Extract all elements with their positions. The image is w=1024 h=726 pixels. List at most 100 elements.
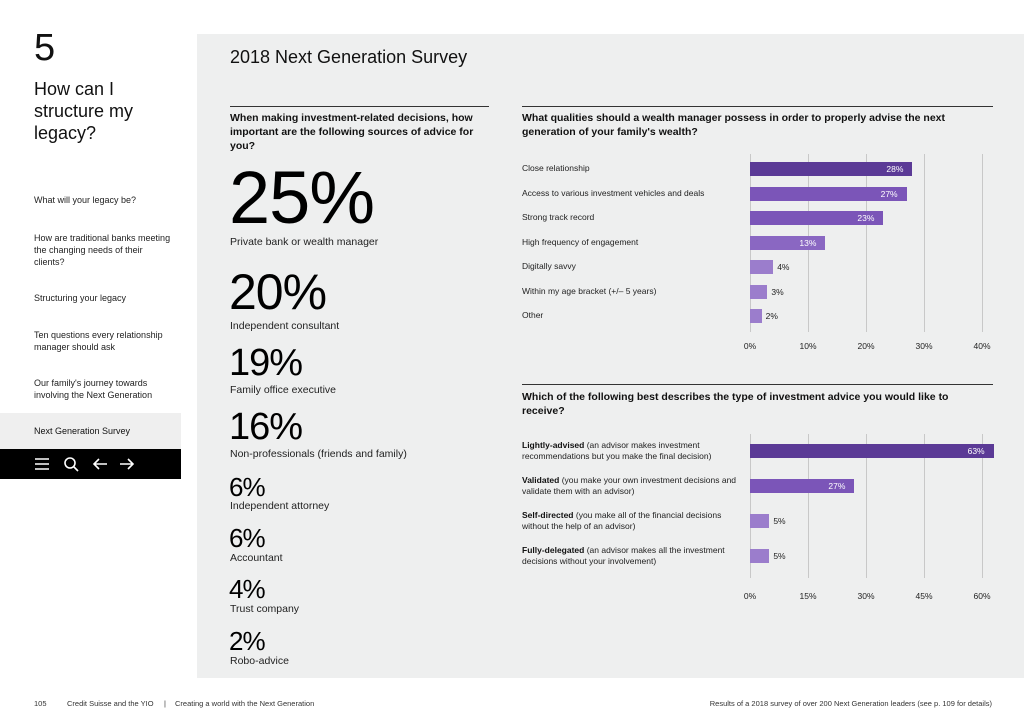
footer-note: Results of a 2018 survey of over 200 Nex… xyxy=(709,699,992,708)
footer-section-link[interactable]: Creating a world with the Next Generatio… xyxy=(175,699,315,708)
bar xyxy=(750,235,826,250)
source-label: Trust company xyxy=(230,603,300,615)
bar xyxy=(750,549,770,563)
bar-value-label: 4% xyxy=(777,262,790,272)
chapter-title: How can I structure my legacy? xyxy=(34,79,134,143)
nav-item-survey-label: Next Generation Survey xyxy=(34,426,131,436)
source-pct: 25% xyxy=(229,156,375,239)
survey-panel xyxy=(197,34,1024,678)
category-label: Fully-delegated (an advisor makes all th… xyxy=(522,545,737,567)
chart1-title: What qualities should a wealth manager p… xyxy=(522,112,946,138)
bar-value-label: 5% xyxy=(773,551,786,561)
nav-item-structuring[interactable]: Structuring your legacy xyxy=(34,293,127,303)
bar xyxy=(750,162,913,176)
category-label: Close relationship xyxy=(522,163,590,173)
bar xyxy=(750,211,884,225)
source-label: Robo-advice xyxy=(230,655,289,667)
nav-item-traditional-banks[interactable]: How are traditional banks meeting the ch… xyxy=(34,233,171,267)
source-pct: 19% xyxy=(229,342,303,384)
x-tick-label: 30% xyxy=(915,341,933,351)
left-question: When making investment-related decisions… xyxy=(230,112,474,152)
source-label: Non-professionals (friends and family) xyxy=(230,448,407,460)
bar xyxy=(750,479,855,493)
search-icon[interactable] xyxy=(60,453,82,475)
gridline xyxy=(866,154,867,332)
x-tick-label: 60% xyxy=(973,591,991,601)
footer-page-number: 105 xyxy=(34,699,47,708)
gridline xyxy=(808,434,809,578)
nav-item-survey-active[interactable]: Next Generation Survey xyxy=(0,413,181,449)
source-pct: 20% xyxy=(229,264,327,320)
category-label: Access to various investment vehicles an… xyxy=(522,187,705,198)
bar-value-label: 3% xyxy=(771,286,784,297)
source-pct: 6% xyxy=(229,523,266,553)
bar xyxy=(750,514,770,528)
x-tick-label: 0% xyxy=(743,591,757,601)
x-tick-label: 40% xyxy=(973,341,991,351)
category-label-detail: (an advisor makes all the investment dec… xyxy=(522,545,725,566)
category-label: Within my age bracket (+/– 5 years) xyxy=(522,285,657,296)
chart1-divider xyxy=(522,106,993,107)
chapter-number: 5 xyxy=(34,27,56,69)
arrow-left-icon[interactable] xyxy=(89,453,111,475)
bar xyxy=(750,284,768,299)
nav-item-legacy[interactable]: What will your legacy be? xyxy=(34,195,137,205)
category-label: Other xyxy=(522,310,544,320)
category-label: Strong track record xyxy=(522,212,595,222)
source-label: Family office executive xyxy=(230,384,337,396)
x-tick-label: 0% xyxy=(743,341,757,351)
x-tick-label: 10% xyxy=(799,341,817,351)
gridline xyxy=(982,154,983,332)
bar-value-label: 2% xyxy=(765,311,778,321)
category-label-bold: Lightly-advised xyxy=(522,440,585,450)
chart2-title: Which of the following best describes th… xyxy=(522,391,949,417)
x-tick-label: 15% xyxy=(799,591,817,601)
gridline xyxy=(924,434,925,578)
source-label: Private bank or wealth manager xyxy=(230,236,379,248)
x-tick-label: 30% xyxy=(857,591,875,601)
source-pct: 16% xyxy=(229,406,303,448)
source-pct: 4% xyxy=(229,574,266,604)
category-label: Validated (you make your own investment … xyxy=(522,475,737,497)
source-pct: 6% xyxy=(229,472,266,502)
category-label: High frequency of engagement xyxy=(522,236,639,247)
nav-toolbar xyxy=(0,449,181,479)
gridline xyxy=(750,434,751,578)
bar-value-label: 28% xyxy=(886,164,904,174)
page-title: 2018 Next Generation Survey xyxy=(230,47,468,67)
x-tick-label: 45% xyxy=(915,591,933,601)
source-pct: 2% xyxy=(229,626,266,656)
nav-item-family-journey[interactable]: Our family's journey towards involving t… xyxy=(34,378,153,400)
bar-value-label: 63% xyxy=(967,446,985,456)
bar xyxy=(750,444,994,458)
bar xyxy=(750,309,762,323)
category-label-detail: (an advisor makes investment recommendat… xyxy=(522,440,712,461)
category-label: Digitally savvy xyxy=(522,261,576,271)
bar-value-label: 23% xyxy=(857,213,875,223)
bar-value-label: 5% xyxy=(773,516,786,526)
nav-item-ten-questions[interactable]: Ten questions every relationship manager… xyxy=(34,330,163,352)
bar xyxy=(750,260,774,274)
category-label-detail: (you make your own investment decisions … xyxy=(522,475,737,496)
category-label-bold: Fully-delegated xyxy=(522,545,585,555)
chart2-divider xyxy=(522,384,993,385)
bar xyxy=(750,186,907,201)
menu-icon[interactable] xyxy=(31,453,53,475)
bar-value-label: 27% xyxy=(880,188,898,199)
gridline xyxy=(982,434,983,578)
bar-value-label: 27% xyxy=(828,481,846,491)
x-tick-label: 20% xyxy=(857,341,875,351)
gridline xyxy=(924,154,925,332)
source-label: Independent consultant xyxy=(230,320,340,332)
category-label-bold: Validated xyxy=(522,475,560,485)
left-column-divider xyxy=(230,106,489,107)
arrow-right-icon[interactable] xyxy=(116,453,138,475)
bar-value-label: 13% xyxy=(799,237,817,248)
footer-separator: | xyxy=(164,699,166,708)
footer-publication: Credit Suisse and the YIO xyxy=(67,699,154,708)
source-label: Accountant xyxy=(230,552,283,564)
category-label-detail: (you make all of the financial decisions… xyxy=(522,510,722,531)
gridline xyxy=(866,434,867,578)
category-label: Self-directed (you make all of the finan… xyxy=(522,510,737,532)
source-label: Independent attorney xyxy=(230,500,330,512)
